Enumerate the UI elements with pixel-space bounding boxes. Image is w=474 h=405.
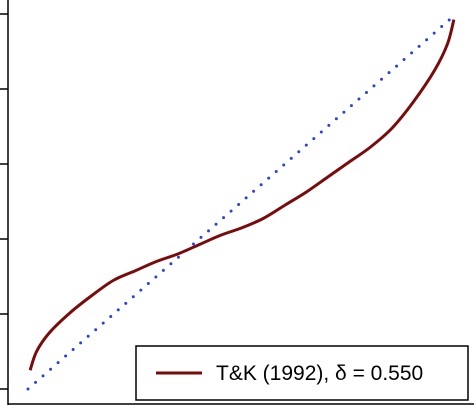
legend: T&K (1992), δ = 0.550 (135, 345, 469, 401)
diagonal-reference-line (26, 12, 458, 391)
series-line-tk1992 (28, 19, 456, 371)
legend-label: T&K (1992), δ = 0.550 (216, 362, 423, 385)
series-layer (26, 12, 458, 391)
y-axis-ticks (0, 13, 8, 390)
